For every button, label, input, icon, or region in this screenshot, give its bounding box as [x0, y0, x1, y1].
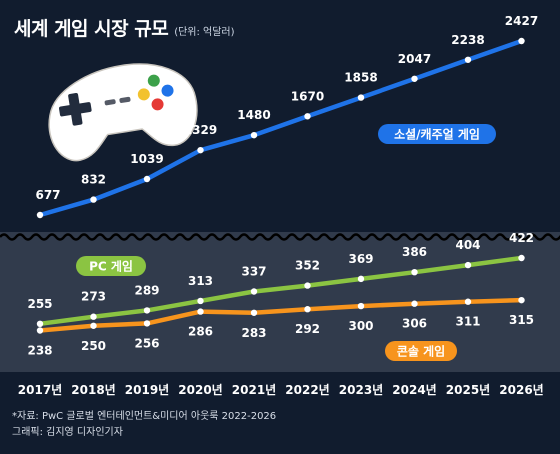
data-label-console: 306 [402, 317, 427, 331]
x-tick-label: 2023년 [339, 383, 383, 397]
chart-title: 세계 게임 시장 규모 (단위: 억달러) [14, 14, 235, 41]
data-point-console [411, 300, 418, 307]
series-tag-pc [76, 256, 146, 276]
data-label-pc: 352 [295, 259, 320, 273]
data-label-mobile: 2427 [505, 14, 538, 28]
source-note: *자료: PwC 글로벌 엔터테인먼트&미디어 아웃룩 2022-2026 그래… [12, 409, 276, 441]
data-label-console: 292 [295, 322, 320, 336]
data-point-console [357, 302, 365, 310]
data-label-console: 300 [348, 319, 373, 333]
data-label-console: 283 [241, 326, 266, 340]
data-label-mobile: 677 [35, 188, 60, 202]
data-point-mobile [36, 211, 44, 219]
data-point-console [36, 327, 44, 334]
data-point-pc [143, 307, 151, 314]
x-tick-label: 2021년 [232, 383, 276, 397]
data-label-mobile: 2238 [451, 33, 484, 47]
x-tick-label: 2024년 [392, 383, 436, 397]
data-label-pc: 313 [188, 274, 213, 288]
credit-text: 그래픽: 김지영 디자인기자 [12, 427, 123, 438]
data-point-pc [357, 275, 365, 283]
data-point-pc [36, 320, 44, 328]
x-tick-label: 2017년 [18, 383, 62, 397]
series-line-mobile [37, 38, 524, 218]
data-label-console: 311 [455, 315, 480, 329]
data-label-pc: 255 [27, 297, 52, 311]
data-point-console [250, 309, 258, 316]
data-point-mobile [464, 56, 472, 63]
x-tick-label: 2018년 [71, 383, 115, 397]
data-label-console: 250 [81, 339, 106, 353]
unit-label: (단위: 억달러) [174, 27, 235, 38]
x-tick-label: 2025년 [446, 383, 490, 397]
series-tag-console [385, 341, 457, 361]
data-label-console: 315 [509, 313, 534, 327]
data-point-mobile [518, 37, 525, 45]
data-point-pc [250, 288, 258, 295]
data-label-mobile: 832 [81, 173, 106, 187]
data-point-mobile [197, 146, 204, 154]
data-point-mobile [250, 131, 258, 139]
data-label-console: 286 [188, 325, 213, 339]
data-label-pc: 289 [134, 283, 159, 297]
data-label-pc: 386 [402, 245, 427, 259]
data-point-mobile [143, 175, 151, 183]
data-point-console [518, 296, 525, 304]
data-label-pc: 337 [241, 264, 266, 278]
gamepad-icon [48, 63, 198, 162]
data-point-pc [197, 297, 204, 305]
data-point-console [90, 322, 97, 329]
data-label-mobile: 1039 [130, 152, 163, 166]
series-line-console [37, 297, 524, 333]
x-tick-label: 2019년 [125, 383, 169, 397]
data-point-mobile [90, 196, 97, 203]
data-point-console [197, 308, 204, 315]
data-label-console: 256 [134, 336, 159, 350]
data-label-mobile: 1480 [237, 108, 270, 122]
x-tick-label: 2026년 [499, 383, 543, 397]
data-label-mobile: 1329 [184, 123, 217, 137]
data-point-pc [90, 313, 97, 320]
data-point-mobile [304, 113, 311, 120]
data-label-pc: 273 [81, 290, 106, 304]
data-label-console: 238 [27, 344, 52, 358]
data-label-pc: 422 [509, 231, 534, 245]
data-point-mobile [411, 75, 418, 82]
chart-title-text: 세계 게임 시장 규모 [14, 18, 169, 40]
series-name-pc: PC 게임 [89, 260, 133, 274]
series-line-pc [37, 255, 524, 327]
data-point-pc [304, 282, 311, 289]
data-label-mobile: 1670 [291, 89, 324, 103]
series-name-mobile: 소셜/캐주얼 게임 [394, 127, 480, 142]
data-point-console [143, 320, 151, 327]
axis-break-line [0, 233, 560, 241]
data-point-pc [464, 261, 472, 269]
x-tick-label: 2022년 [285, 383, 329, 397]
data-point-mobile [357, 94, 365, 101]
data-label-pc: 404 [455, 238, 480, 252]
data-point-console [304, 306, 311, 313]
series-name-console: 콘솔 게임 [397, 345, 445, 359]
data-label-pc: 369 [348, 252, 373, 266]
data-label-mobile: 2047 [398, 52, 431, 66]
x-tick-label: 2020년 [178, 383, 222, 397]
data-point-pc [518, 254, 525, 262]
data-point-pc [411, 268, 418, 276]
data-point-console [464, 298, 472, 305]
data-label-mobile: 1858 [344, 71, 377, 85]
series-tag-mobile [378, 124, 496, 144]
source-text: *자료: PwC 글로벌 엔터테인먼트&미디어 아웃룩 2022-2026 [12, 411, 277, 422]
